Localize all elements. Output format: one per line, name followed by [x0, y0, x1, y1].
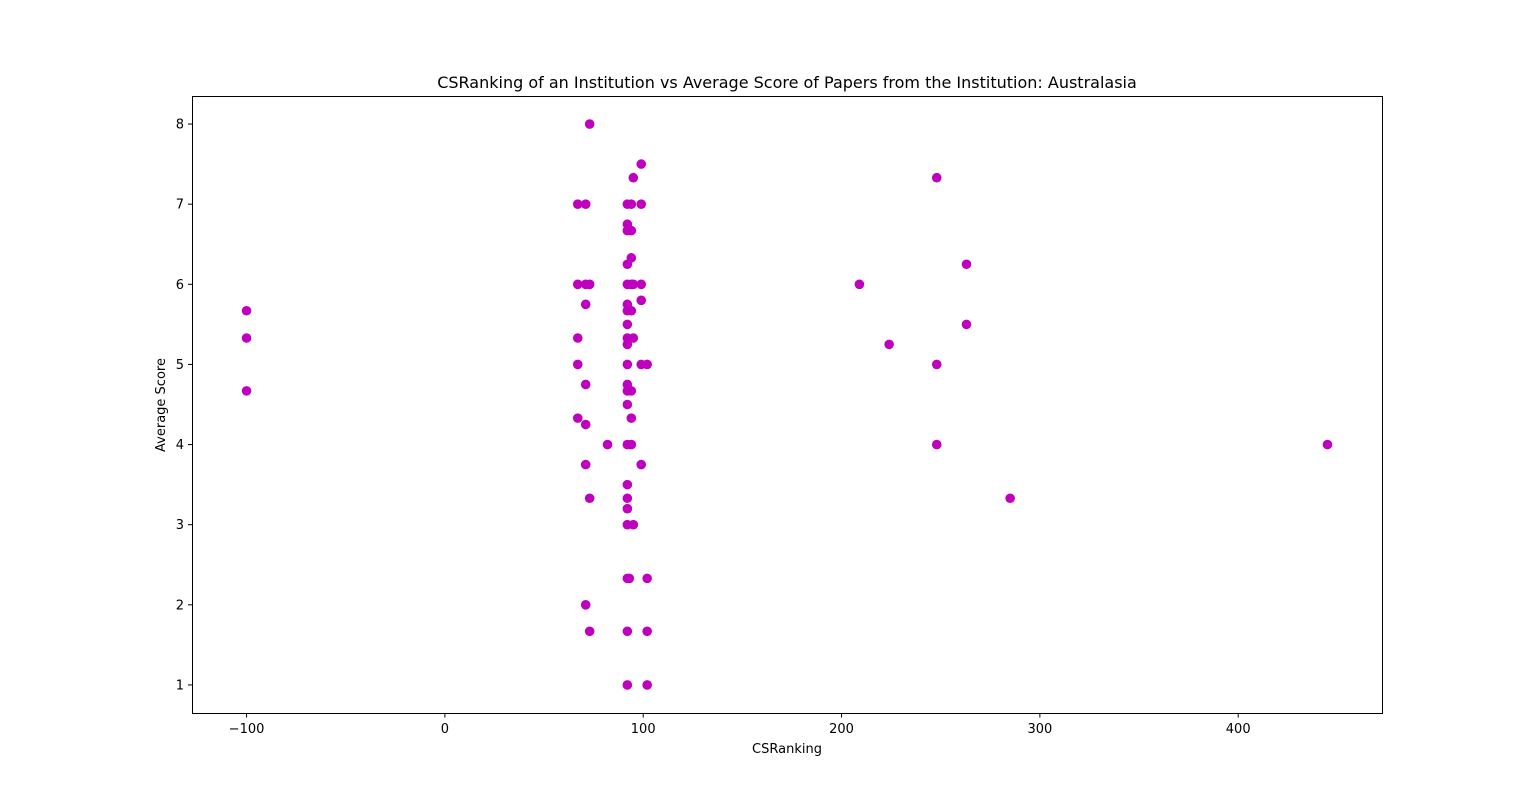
data-point — [580, 419, 591, 430]
points-layer — [241, 119, 1333, 690]
data-point — [931, 359, 942, 370]
data-point — [626, 413, 637, 423]
data-point — [622, 626, 633, 637]
y-tick-label: 3 — [176, 518, 184, 533]
data-point — [602, 439, 613, 450]
data-point — [626, 305, 637, 316]
data-point — [572, 413, 583, 423]
plot-frame — [192, 96, 1383, 714]
data-point — [626, 439, 637, 450]
data-point — [580, 600, 591, 610]
data-point — [584, 626, 595, 637]
data-point — [626, 386, 637, 396]
data-point — [622, 339, 633, 350]
x-axis: −100 0 100 200 300 400 — [229, 713, 1251, 737]
data-point — [584, 493, 595, 504]
x-tick-label: 100 — [631, 722, 656, 737]
data-point — [636, 159, 647, 169]
data-point — [580, 459, 591, 470]
x-tick-label: 300 — [1027, 722, 1052, 737]
data-point — [628, 519, 639, 530]
data-point — [931, 172, 942, 183]
x-tick-label: 200 — [829, 722, 854, 737]
x-tick-label: −100 — [229, 722, 265, 737]
data-point — [580, 199, 591, 209]
data-point — [884, 339, 894, 350]
data-point — [572, 333, 583, 343]
data-point — [931, 439, 942, 450]
data-point — [636, 279, 647, 290]
data-point — [580, 379, 591, 390]
data-point — [584, 279, 595, 290]
data-point — [580, 299, 591, 310]
x-tick-label: 0 — [441, 722, 449, 737]
data-point — [628, 172, 639, 183]
data-point — [241, 333, 252, 343]
y-tick-label: 5 — [176, 358, 184, 373]
y-tick-label: 8 — [176, 118, 184, 133]
chart-title: CSRanking of an Institution vs Average S… — [437, 73, 1137, 92]
data-point — [642, 680, 652, 690]
data-point — [572, 279, 583, 290]
data-point — [636, 459, 647, 470]
data-point — [622, 479, 633, 490]
data-point — [642, 573, 652, 584]
data-point — [241, 386, 252, 396]
data-point — [642, 359, 652, 370]
data-point — [241, 305, 252, 316]
data-point — [961, 319, 972, 330]
data-point — [572, 359, 583, 370]
data-point — [622, 493, 633, 504]
data-point — [584, 119, 595, 129]
data-point — [622, 680, 633, 690]
data-point — [628, 333, 639, 343]
y-tick-label: 6 — [176, 278, 184, 293]
data-point — [642, 626, 652, 637]
data-point — [622, 503, 633, 514]
y-axis-label: Average Score — [154, 358, 169, 452]
data-point — [1322, 439, 1333, 450]
data-point — [1005, 493, 1015, 504]
data-point — [628, 279, 639, 290]
y-tick-label: 1 — [176, 678, 184, 693]
data-point — [622, 319, 633, 330]
y-tick-label: 7 — [176, 198, 184, 213]
x-tick-label: 400 — [1226, 722, 1251, 737]
data-point — [622, 359, 633, 370]
data-point — [624, 573, 635, 584]
data-point — [636, 295, 647, 306]
data-point — [572, 199, 583, 209]
x-axis-label: CSRanking — [752, 742, 822, 757]
data-point — [626, 253, 637, 263]
y-tick-label: 4 — [176, 438, 184, 453]
data-point — [622, 399, 633, 410]
data-point — [636, 199, 647, 209]
data-point — [961, 259, 972, 270]
data-point — [626, 199, 637, 209]
y-axis: 1 2 3 4 5 6 7 8 — [176, 118, 193, 693]
data-point — [854, 279, 865, 290]
y-tick-label: 2 — [176, 598, 184, 613]
data-point — [626, 225, 637, 236]
